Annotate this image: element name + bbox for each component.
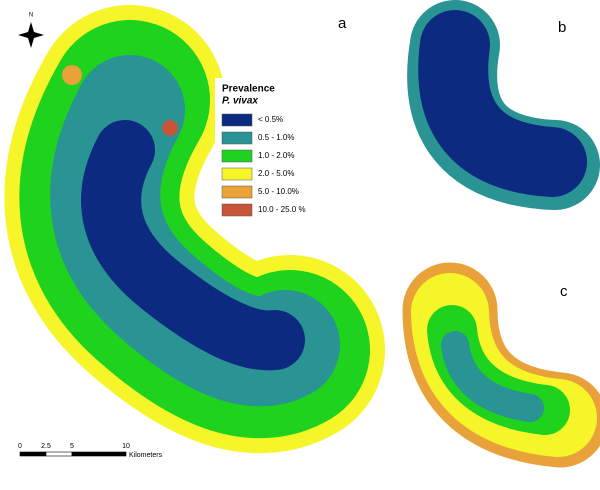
panel-label: a	[338, 15, 347, 32]
legend: Prevalence P. vivax < 0.5% 0.5 - 1.0% 1.0 …	[215, 78, 325, 226]
panel-label: c	[560, 283, 568, 300]
scale-tick-label: 5	[70, 443, 74, 450]
panel-label: b	[558, 19, 566, 36]
scale-unit: Kilometers	[129, 452, 163, 459]
legend-label: 10.0 - 25.0 %	[258, 205, 306, 214]
legend-subtitle: P. vivax	[222, 96, 258, 107]
legend-label: 1.0 - 2.0%	[258, 151, 294, 160]
map-b	[407, 0, 600, 210]
legend-label: 2.0 - 5.0%	[258, 169, 294, 178]
legend-title: Prevalence	[222, 84, 275, 95]
north-arrow: N	[18, 13, 44, 48]
north-label: N	[29, 13, 33, 19]
legend-label: 0.5 - 1.0%	[258, 133, 294, 142]
legend-swatch	[221, 131, 253, 145]
legend-swatch	[221, 203, 253, 217]
scale-tick-label: 2.5	[41, 443, 51, 450]
legend-swatch	[221, 185, 253, 199]
scale-segment	[19, 451, 47, 457]
legend-swatch	[221, 167, 253, 181]
legend-label: 5.0 - 10.0%	[258, 187, 299, 196]
scale-tick-label: 0	[18, 443, 22, 450]
scale-tick-label: 10	[122, 443, 130, 450]
scale-segment	[45, 451, 73, 457]
legend-label: < 0.5%	[258, 115, 283, 124]
map-c	[402, 262, 600, 468]
map-a	[4, 5, 385, 454]
legend-swatch	[221, 149, 253, 163]
scale-segment	[71, 451, 127, 457]
legend-swatch	[221, 113, 253, 127]
scale-bar: 0 2.5 5 10 Kilometers	[18, 443, 163, 459]
